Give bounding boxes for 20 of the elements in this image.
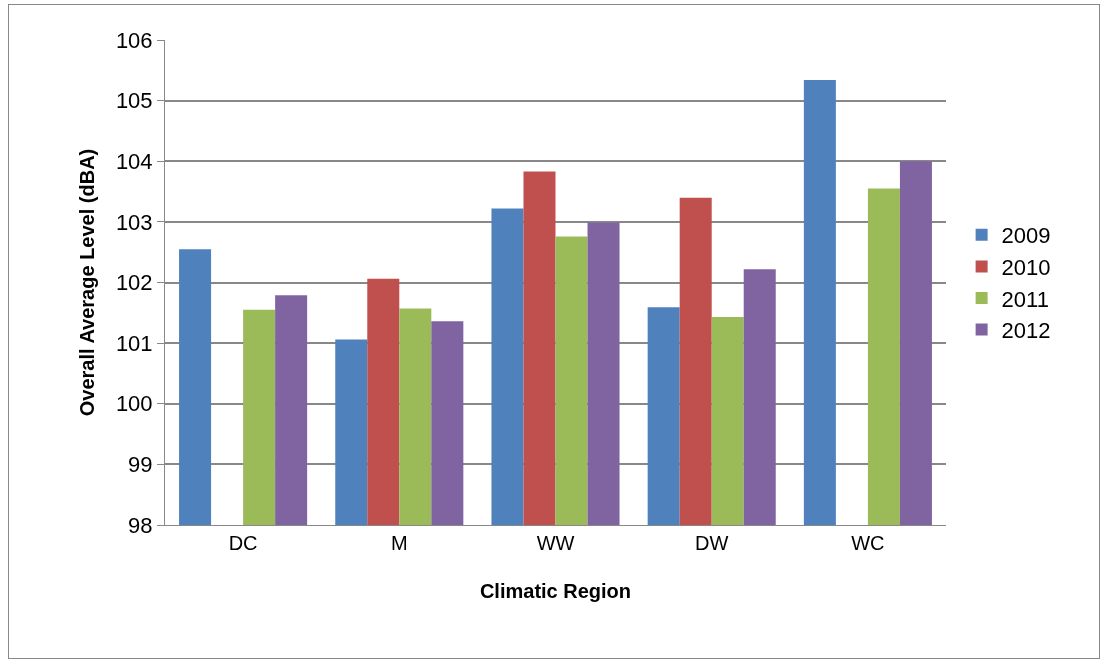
y-tick-label: 101 xyxy=(115,330,153,356)
x-tick-label: WC xyxy=(851,532,885,554)
x-tick-label: M xyxy=(390,532,408,554)
x-tick-label: DC xyxy=(228,532,258,554)
legend-label: 2012 xyxy=(1001,318,1051,344)
y-tick-label: 98 xyxy=(128,512,153,538)
y-tick-label: 104 xyxy=(115,148,153,174)
y-tick-label: 102 xyxy=(115,270,153,296)
y-tick-label: 99 xyxy=(128,452,153,478)
y-axis-title: Overall Average Level (dBA) xyxy=(76,148,99,417)
x-tick-label: WW xyxy=(536,532,575,554)
legend-label: 2011 xyxy=(1001,286,1049,312)
y-tick-label: 100 xyxy=(115,391,153,417)
legend-label: 2009 xyxy=(1001,223,1051,249)
y-tick-label: 105 xyxy=(115,88,153,114)
legend-label: 2010 xyxy=(1001,254,1051,280)
x-axis-title: Climatic Region xyxy=(479,579,632,602)
y-tick-label: 103 xyxy=(115,209,153,235)
y-tick-label: 106 xyxy=(115,27,153,53)
x-tick-label: DW xyxy=(695,532,729,554)
